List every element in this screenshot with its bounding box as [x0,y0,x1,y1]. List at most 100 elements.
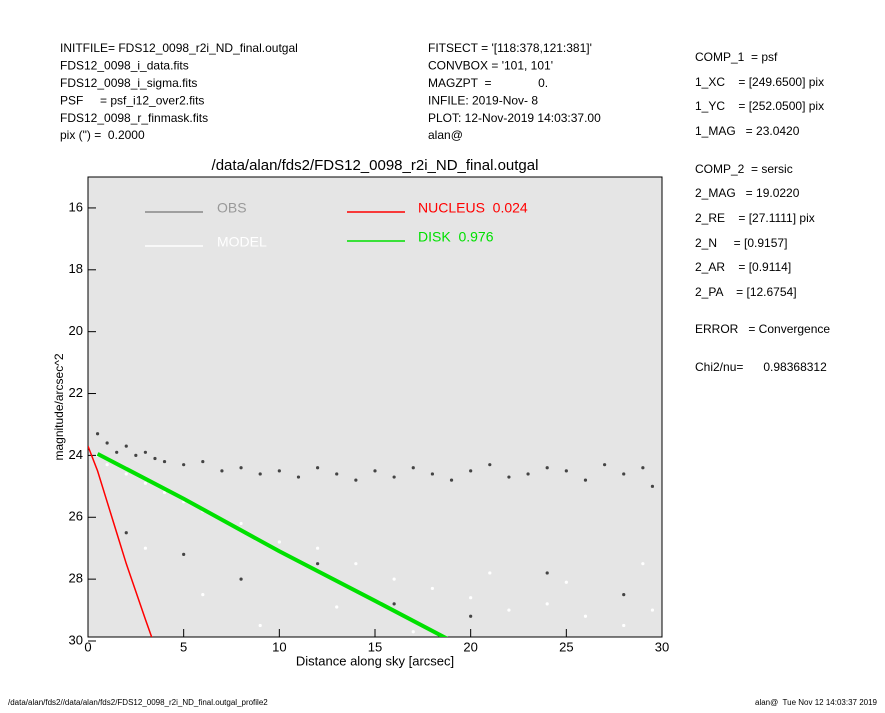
data-point [143,546,147,550]
data-point [373,469,377,473]
data-point [105,463,109,467]
data-point [583,614,588,618]
data-point [220,469,224,473]
header-middle-line: alan@ [428,128,463,142]
result-line: 2_N = [0.9157] [695,236,787,250]
x-tick-label: 30 [655,639,669,654]
data-point [354,562,358,566]
data-point [469,596,473,600]
y-tick-label: 28 [69,571,83,586]
result-line: 1_XC = [249.6500] pix [695,75,824,89]
x-tick-label: 20 [463,639,477,654]
data-point [545,466,549,470]
data-point [239,577,243,581]
result-line: 1_YC = [252.0500] pix [695,99,824,113]
header-left-line: FDS12_0098_i_sigma.fits [60,76,197,90]
header-middle-line: FITSECT = '[118:378,121:381]' [428,41,592,55]
data-point [650,608,655,612]
result-line: 2_RE = [27.1111] pix [695,211,815,225]
data-point [162,459,167,464]
y-tick-label: 20 [69,323,83,338]
data-point [392,577,396,581]
data-point [335,472,339,476]
header-left-line: PSF = psf_i12_over2.fits [60,93,204,107]
data-line [96,452,449,637]
chart-title: /data/alan/fds2/FDS12_0098_r2i_ND_final.… [212,157,539,174]
footer-right: alan@ Tue Nov 12 14:03:37 2019 [755,698,878,707]
data-point [182,552,186,556]
data-point [162,490,167,495]
header-middle-line: MAGZPT = 0. [428,76,548,90]
data-point [622,472,626,476]
x-tick-label: 10 [272,639,286,654]
data-point [258,472,262,476]
x-axis-label: Distance along sky [arcsec] [296,653,454,668]
header-middle-line: CONVBOX = '101, 101' [428,59,553,73]
header-left-line: FDS12_0098_i_data.fits [60,59,189,73]
data-point [316,466,320,470]
data-point [583,478,588,482]
header-middle-line: INFILE: 2019-Nov- 8 [428,93,538,107]
y-tick-label: 30 [69,632,83,647]
data-point [124,472,128,476]
result-line: 2_AR = [0.9114] [695,260,791,274]
data-point [124,531,128,535]
data-point [411,630,415,634]
data-line [88,445,153,637]
data-point [641,466,645,470]
data-point [469,469,473,473]
result-line: COMP_2 = sersic [695,162,793,176]
data-point [392,475,396,479]
data-point [392,602,396,606]
data-point [469,614,473,618]
data-point [296,475,301,479]
x-tick-label: 5 [180,639,187,654]
data-point [316,546,320,550]
x-tick-label: 25 [559,639,573,654]
legend-label: DISK 0.976 [418,229,494,245]
data-point [105,441,109,445]
result-line: 2_PA = [12.6754] [695,285,797,299]
data-point [354,478,358,482]
x-tick-label: 15 [368,639,382,654]
data-point [124,444,128,448]
header-middle-line: PLOT: 12-Nov-2019 14:03:37.00 [428,111,601,125]
data-point [95,432,100,436]
header-left-line: INITFILE= FDS12_0098_r2i_ND_final.outgal [60,41,298,55]
data-point [641,562,645,566]
data-point [115,450,119,454]
data-point [507,475,511,479]
data-point [201,459,205,464]
x-tick-label: 0 [84,639,91,654]
data-point [545,571,549,575]
data-point [153,456,157,461]
data-point [277,469,281,473]
data-point [335,605,339,609]
y-axis-label: magnitude/arcsec^2 [52,353,66,460]
result-line: Chi2/nu= 0.98368312 [695,360,827,374]
result-line: 2_MAG = 19.0220 [695,186,800,200]
legend-label: OBS [217,200,247,216]
result-line: 1_MAG = 23.0420 [695,124,800,138]
data-point [507,608,511,612]
data-point [526,472,530,476]
data-point [134,453,138,457]
data-point [316,562,320,566]
data-point [277,540,281,544]
data-point [143,481,147,485]
legend-label: MODEL [217,234,267,250]
plot-area [87,176,663,638]
result-line: ERROR = Convergence [695,322,830,336]
y-tick-label: 16 [69,199,83,214]
data-point [564,469,568,473]
data-point [239,521,243,526]
data-point [564,580,568,584]
data-point [603,463,607,467]
legend-label: NUCLEUS 0.024 [418,200,528,216]
data-point [650,484,655,488]
data-point [430,586,434,591]
y-tick-label: 26 [69,509,83,524]
data-point [488,463,492,467]
header-left-line: pix (") = 0.2000 [60,128,145,142]
